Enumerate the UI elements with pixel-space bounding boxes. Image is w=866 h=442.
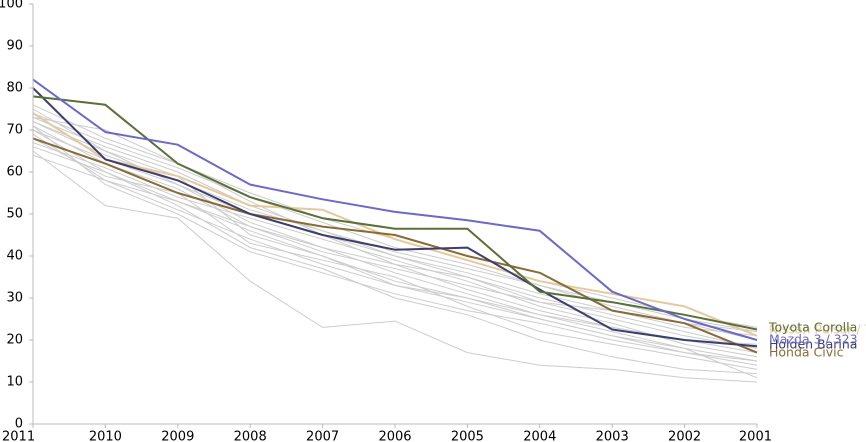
x-tick-label: 2002 xyxy=(668,430,701,442)
background-series-line-6 xyxy=(32,116,758,337)
x-tick-label: 2001 xyxy=(739,430,772,442)
background-series-line-15 xyxy=(32,129,758,349)
y-tick-label: 20 xyxy=(6,333,23,348)
background-series-line-13 xyxy=(32,125,758,362)
highlighted-series-group xyxy=(32,78,758,354)
series-line-2 xyxy=(32,87,758,348)
x-tick-label: 2007 xyxy=(306,430,339,442)
x-tick-label: 2011 xyxy=(2,430,35,442)
background-series-group xyxy=(32,104,758,383)
background-series-line-3 xyxy=(32,129,758,375)
background-series-line-7 xyxy=(32,112,758,333)
y-tick-label: 0 xyxy=(15,417,23,432)
y-tick-label: 40 xyxy=(6,249,23,264)
x-tick-label: 2003 xyxy=(596,430,629,442)
background-series-line-16 xyxy=(32,121,758,379)
series-label-1: Honda Civic xyxy=(769,345,844,360)
series-labels: Nissan Pulsar / Tiida / Almera / Sentra … xyxy=(768,320,866,360)
series-label-4: Toyota Corolla xyxy=(768,320,857,335)
x-tick-label: 2005 xyxy=(451,430,484,442)
x-tick-label: 2008 xyxy=(234,430,267,442)
series-line-3 xyxy=(32,78,758,341)
series-label-3: Mazda 3 / 323 xyxy=(769,332,858,347)
series-line-1 xyxy=(32,137,758,354)
x-tick-label: 2009 xyxy=(161,430,194,442)
series-label-2: Holden Barina xyxy=(769,337,857,352)
x-tick-label: 2006 xyxy=(378,430,411,442)
background-series-line-12 xyxy=(32,116,758,328)
series-label-5: Nissan Pulsar / Tiida / Almera / Sentra … xyxy=(769,322,866,337)
y-tick-label: 100 xyxy=(0,0,23,12)
y-tick-label: 30 xyxy=(6,291,23,306)
y-tick-label: 90 xyxy=(6,39,23,54)
y-tick-label: 10 xyxy=(6,375,23,390)
y-tick-label: 80 xyxy=(6,81,23,96)
x-tick-label: 2010 xyxy=(89,430,122,442)
background-series-line-14 xyxy=(32,142,758,358)
y-tick-label: 70 xyxy=(6,123,23,138)
background-series-line-2 xyxy=(32,150,758,383)
background-series-line-8 xyxy=(32,104,758,354)
x-tick-label: 2004 xyxy=(523,430,556,442)
y-tick-label: 60 xyxy=(6,165,23,180)
background-series-line-5 xyxy=(32,121,758,341)
series-line-4 xyxy=(32,95,758,331)
series-line-5 xyxy=(32,112,758,337)
axes: 0 10 20 30 40 50 60 70 80 90 100 2011 2010 2009 2008 20… xyxy=(0,0,772,442)
y-tick-label: 50 xyxy=(6,207,23,222)
